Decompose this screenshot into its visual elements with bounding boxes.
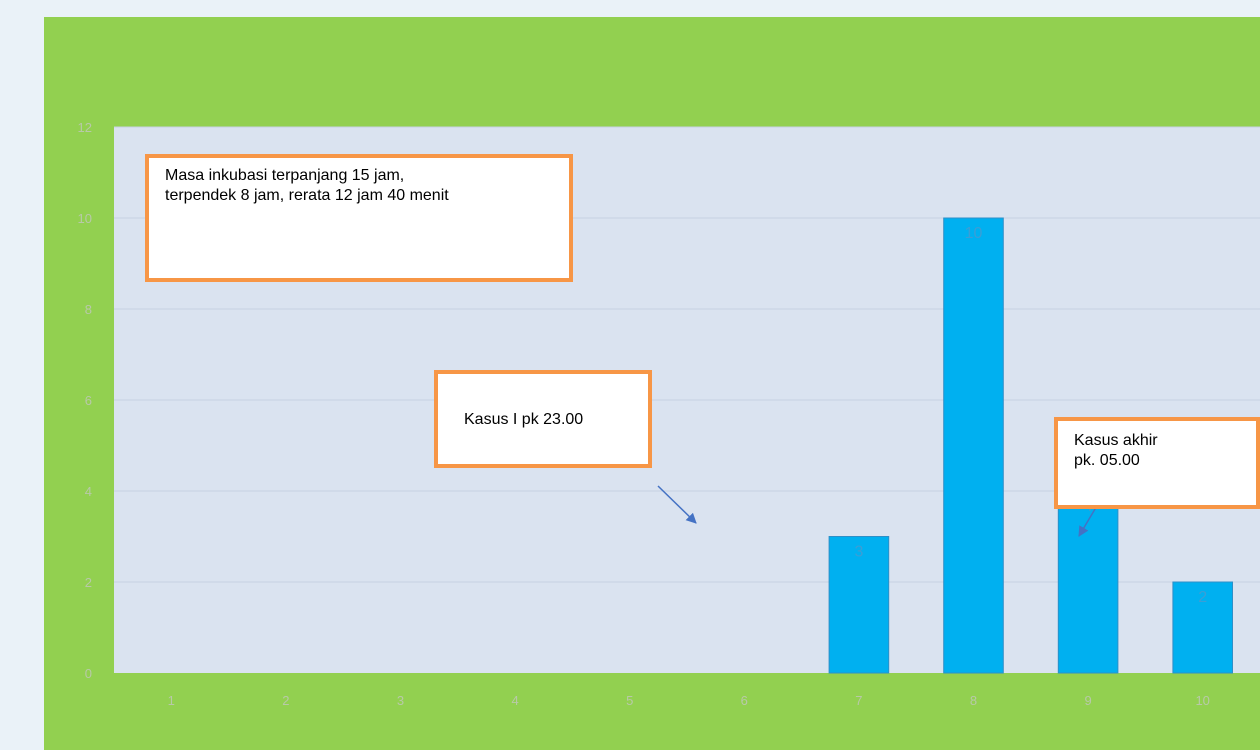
arrow-first-case <box>657 485 697 524</box>
bar-7 <box>828 536 890 674</box>
y-tick-label: 12 <box>78 120 92 135</box>
bar-10 <box>1172 581 1233 674</box>
bar-data-label: 2 <box>1198 589 1207 606</box>
y-tick-label: 0 <box>85 666 92 681</box>
bar-data-label: 3 <box>854 544 863 561</box>
callout-incubation-line2: terpendek 8 jam, rerata 12 jam 40 menit <box>165 187 449 204</box>
x-tick-label: 2 <box>282 693 289 708</box>
callout-last-case-line2: pk. 05.00 <box>1074 452 1140 469</box>
y-tick-label: 4 <box>85 484 92 499</box>
bar-9 <box>1057 490 1119 674</box>
bar-data-label: 10 <box>965 225 983 242</box>
arrow-last-case <box>1078 503 1099 537</box>
x-tick-label: 1 <box>168 693 175 708</box>
callout-last-case-line1: Kasus akhir <box>1074 432 1158 449</box>
x-tick-label: 8 <box>970 693 977 708</box>
x-tick-label: 3 <box>397 693 404 708</box>
callout-first-case-line1: Kasus I pk 23.00 <box>464 411 584 428</box>
callout-first-case: Kasus I pk 23.00 <box>434 370 652 468</box>
bar-8 <box>943 217 1004 674</box>
y-tick-label: 8 <box>85 302 92 317</box>
callout-last-case: Kasus akhir pk. 05.00 <box>1054 417 1260 509</box>
y-tick-label: 2 <box>85 575 92 590</box>
x-tick-label: 7 <box>855 693 862 708</box>
x-tick-label: 10 <box>1195 693 1209 708</box>
x-tick-label: 4 <box>511 693 518 708</box>
callout-incubation-line1: Masa inkubasi terpanjang 15 jam, <box>165 167 405 184</box>
y-tick-label: 10 <box>78 211 92 226</box>
callout-incubation: Masa inkubasi terpanjang 15 jam, terpend… <box>145 154 573 282</box>
x-tick-label: 5 <box>626 693 633 708</box>
x-tick-label: 6 <box>741 693 748 708</box>
y-tick-label: 6 <box>85 393 92 408</box>
x-tick-label: 9 <box>1084 693 1091 708</box>
